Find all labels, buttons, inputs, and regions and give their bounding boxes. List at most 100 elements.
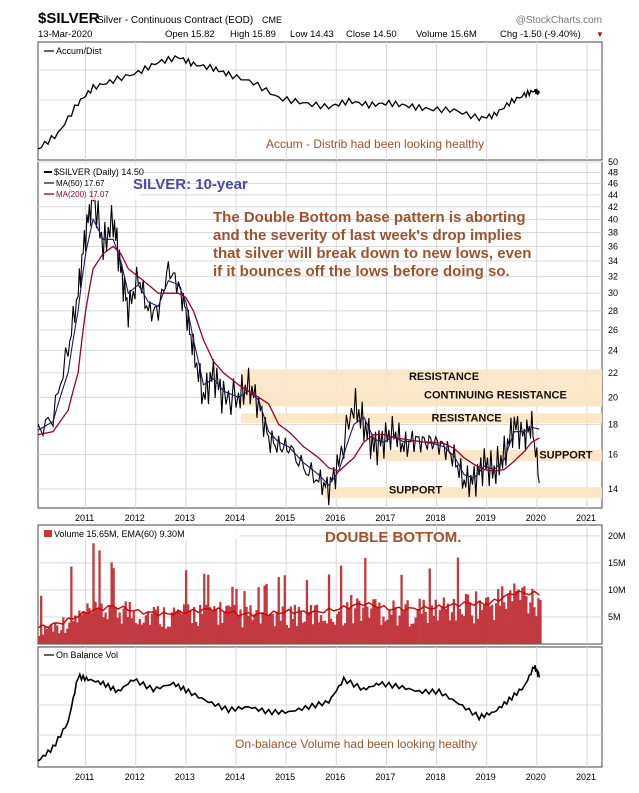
volume-bar (360, 620, 363, 644)
volume-bar (313, 605, 317, 644)
volume-bar (428, 568, 431, 644)
volume-bar (340, 565, 343, 644)
volume-bar (309, 605, 313, 644)
volume-bar (231, 586, 234, 644)
volume-bar (152, 607, 156, 644)
volume-bar (283, 575, 286, 644)
price-tick-label: 22 (608, 368, 618, 378)
volume-bar (285, 624, 288, 644)
price-x-tick: 2015 (275, 513, 295, 523)
ma200-legend: MA(200) 17.07 (56, 190, 109, 199)
volume-bar (501, 586, 504, 644)
volume-bar (221, 622, 224, 644)
price-zone-band (373, 449, 602, 462)
volume-annotation: DOUBLE BOTTOM. (325, 529, 461, 546)
volume-bar (102, 617, 105, 644)
volume-bar (436, 620, 439, 644)
volume-bar (136, 624, 139, 644)
volume-bar (76, 622, 79, 644)
price-tick-label: 28 (608, 306, 618, 316)
volume-bar (488, 606, 492, 644)
volume-bar (243, 591, 246, 644)
volume-bar (164, 628, 168, 644)
volume-bar (529, 602, 532, 644)
legend-swatch-volume (44, 530, 52, 537)
volume-bar (497, 589, 500, 644)
obv-x-tick: 2011 (75, 772, 94, 782)
volume-bar (100, 603, 103, 644)
volume-tick-label: 20M (608, 531, 626, 541)
volume-bar (305, 580, 309, 644)
volume-bar (474, 591, 478, 644)
price-note-line: if it bounces off the lows before doing … (213, 263, 510, 280)
obv-x-tick: 2017 (375, 772, 395, 782)
volume-bar (148, 624, 152, 644)
accum-dist-line (37, 55, 540, 150)
volume-bar (82, 611, 85, 644)
volume-bar (241, 627, 244, 644)
price-tick-label: 38 (608, 227, 618, 237)
volume-bar (440, 606, 443, 644)
obv-x-tick: 2018 (426, 772, 446, 782)
volume-bar (130, 618, 133, 644)
volume-bar (509, 590, 512, 644)
volume-bar (134, 623, 137, 644)
volume-bar (38, 635, 41, 644)
volume-bar (168, 626, 172, 644)
brand-logo: @StockCharts.com (516, 15, 602, 26)
open-value: Open 15.82 (165, 29, 215, 40)
volume-bar (366, 606, 369, 644)
volume-bar (251, 619, 254, 644)
volume-bar (110, 562, 113, 644)
volume-bar (533, 607, 536, 644)
volume-bar (144, 615, 148, 644)
volume-bar (480, 610, 484, 644)
volume-bar (446, 603, 450, 644)
volume-bar (158, 624, 162, 644)
price-tick-label: 32 (608, 272, 618, 282)
volume-bar (507, 593, 510, 644)
volume-bar (392, 600, 395, 644)
volume-bar (523, 586, 526, 644)
volume-bar (279, 620, 282, 644)
volume-bar (199, 605, 202, 644)
volume-bar (249, 605, 252, 644)
volume-bar (205, 604, 208, 644)
volume-bar (432, 615, 435, 644)
volume-bar (64, 632, 67, 644)
volume-bar (150, 613, 154, 644)
volume-bar (189, 610, 192, 644)
obv-x-tick: 2013 (175, 772, 195, 782)
volume-bar (370, 608, 373, 644)
obv-x-tick: 2021 (576, 772, 596, 782)
price-legend: $SILVER (Daily) 14.50 (54, 167, 144, 177)
volume-bar (303, 621, 307, 644)
volume-bar (535, 616, 538, 644)
volume-bar (539, 600, 542, 644)
volume-bar (217, 624, 220, 644)
volume-bar (62, 617, 65, 644)
volume-bar (170, 612, 174, 644)
price-note-line: and the severity of last week's drop imp… (213, 227, 522, 244)
volume-bar (430, 605, 433, 644)
obv-x-tick: 2012 (125, 772, 145, 782)
volume-bar (261, 611, 264, 644)
volume-bar (396, 625, 399, 644)
price-tick-label: 20 (608, 392, 618, 402)
volume-bar (142, 622, 145, 644)
price-x-tick: 2011 (75, 513, 94, 523)
volume-bar (94, 601, 97, 644)
volume-bar (70, 566, 73, 644)
description: Silver - Continuous Contract (EOD) (97, 15, 253, 26)
volume-bar (114, 607, 117, 644)
price-zone-label: CONTINUING RESISTANCE (424, 390, 567, 402)
volume-bar (491, 604, 494, 644)
volume-bar (422, 599, 425, 644)
volume-bar (227, 605, 230, 644)
volume-bar (414, 617, 417, 644)
volume-bar (410, 623, 413, 644)
volume-bar (486, 596, 490, 644)
volume-bar (233, 604, 236, 644)
volume-legend-bg (40, 527, 240, 539)
volume-bar (499, 605, 502, 644)
